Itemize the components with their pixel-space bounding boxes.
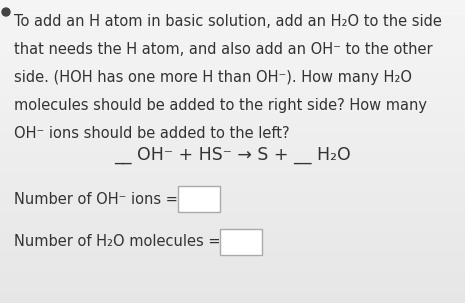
Text: that needs the H atom, and also add an OH⁻ to the other: that needs the H atom, and also add an O…	[14, 42, 432, 57]
Text: __ OH⁻ + HS⁻ → S + __ H₂O: __ OH⁻ + HS⁻ → S + __ H₂O	[113, 146, 350, 164]
Text: Number of H₂O molecules =: Number of H₂O molecules =	[14, 235, 220, 249]
Circle shape	[2, 8, 10, 16]
FancyBboxPatch shape	[178, 186, 220, 212]
FancyBboxPatch shape	[220, 229, 262, 255]
Text: molecules should be added to the right side? How many: molecules should be added to the right s…	[14, 98, 427, 113]
Text: OH⁻ ions should be added to the left?: OH⁻ ions should be added to the left?	[14, 126, 290, 141]
Text: side. (HOH has one more H than OH⁻). How many H₂O: side. (HOH has one more H than OH⁻). How…	[14, 70, 412, 85]
Text: To add an H atom in basic solution, add an H₂O to the side: To add an H atom in basic solution, add …	[14, 14, 442, 29]
Text: Number of OH⁻ ions =: Number of OH⁻ ions =	[14, 191, 178, 207]
